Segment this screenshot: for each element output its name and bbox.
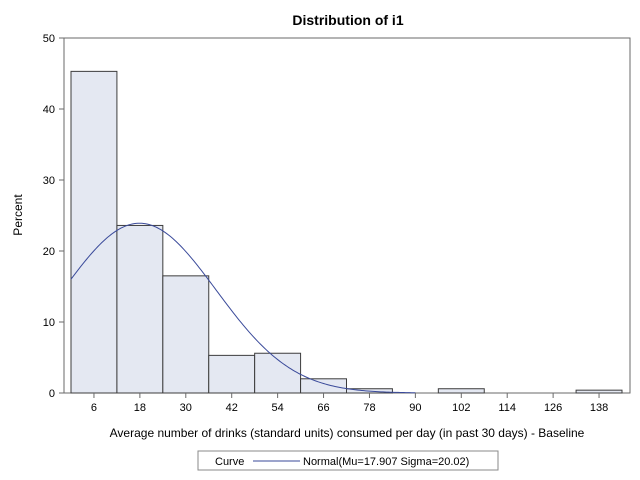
histogram-bar	[437, 388, 485, 394]
x-axis-label: Average number of drinks (standard units…	[110, 426, 585, 440]
normal-curve	[70, 222, 416, 394]
x-tick-label: 102	[452, 402, 470, 414]
x-tick-label: 42	[226, 402, 238, 414]
histogram-bar	[300, 378, 348, 394]
y-tick-label: 30	[43, 175, 55, 187]
x-tick-label: 126	[544, 402, 562, 414]
y-axis: 0 10 20 30 40 50	[43, 33, 64, 400]
y-tick-label: 10	[43, 317, 55, 329]
y-axis-label: Percent	[11, 194, 25, 236]
x-tick-label: 66	[317, 402, 329, 414]
x-tick-label: 138	[590, 402, 608, 414]
x-axis: 6 18 30 42 54 66 78 90 102 114 126 138	[91, 393, 608, 414]
chart-title: Distribution of i1	[292, 12, 403, 28]
bars-group	[70, 70, 623, 394]
y-tick-label: 20	[43, 246, 55, 258]
x-tick-label: 78	[363, 402, 375, 414]
x-tick-label: 18	[134, 402, 146, 414]
legend-box	[197, 450, 499, 471]
histogram-bar	[70, 70, 118, 394]
legend-title: Curve	[215, 456, 244, 468]
x-tick-label: 54	[272, 402, 284, 414]
x-tick-label: 114	[498, 402, 516, 414]
legend: Curve Normal(Mu=17.907 Sigma=20.02)	[197, 450, 499, 471]
histogram-bar	[116, 224, 164, 394]
x-tick-label: 6	[91, 402, 97, 414]
y-tick-label: 50	[43, 33, 55, 45]
histogram-bar	[162, 275, 210, 394]
legend-curve-label: Normal(Mu=17.907 Sigma=20.02)	[303, 456, 469, 468]
x-tick-label: 90	[409, 402, 421, 414]
x-tick-label: 30	[180, 402, 192, 414]
y-tick-label: 0	[49, 388, 55, 400]
histogram-bar	[575, 389, 623, 394]
y-tick-label: 40	[43, 104, 55, 116]
histogram-bar	[208, 354, 256, 394]
